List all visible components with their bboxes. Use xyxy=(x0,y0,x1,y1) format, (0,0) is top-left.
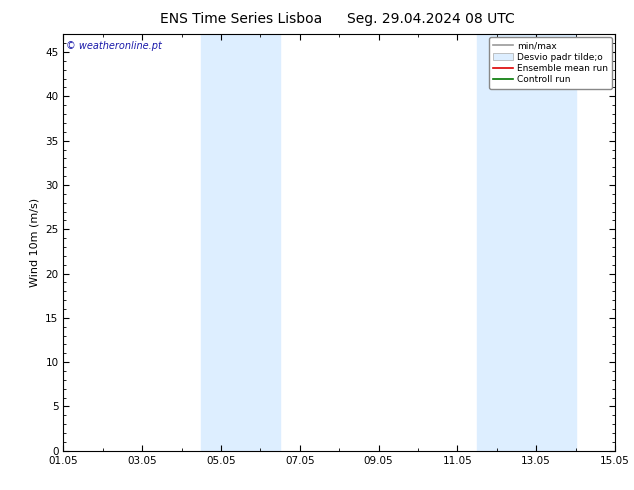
Bar xyxy=(241,34,280,451)
Text: Seg. 29.04.2024 08 UTC: Seg. 29.04.2024 08 UTC xyxy=(347,12,515,26)
Bar xyxy=(517,34,576,451)
Bar xyxy=(477,34,517,451)
Y-axis label: Wind 10m (m/s): Wind 10m (m/s) xyxy=(30,198,40,287)
Text: ENS Time Series Lisboa: ENS Time Series Lisboa xyxy=(160,12,322,26)
Legend: min/max, Desvio padr tilde;o, Ensemble mean run, Controll run: min/max, Desvio padr tilde;o, Ensemble m… xyxy=(489,37,612,89)
Bar xyxy=(202,34,241,451)
Text: © weatheronline.pt: © weatheronline.pt xyxy=(66,41,162,50)
